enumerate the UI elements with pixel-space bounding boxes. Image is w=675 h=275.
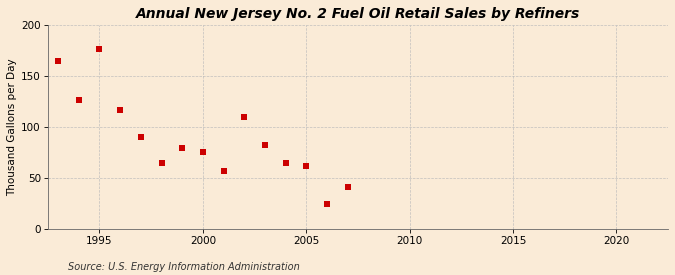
Title: Annual New Jersey No. 2 Fuel Oil Retail Sales by Refiners: Annual New Jersey No. 2 Fuel Oil Retail … xyxy=(136,7,580,21)
Point xyxy=(74,98,84,103)
Point xyxy=(115,108,126,112)
Point xyxy=(94,47,105,52)
Point xyxy=(259,143,270,148)
Point xyxy=(198,149,209,154)
Point xyxy=(321,201,332,206)
Y-axis label: Thousand Gallons per Day: Thousand Gallons per Day xyxy=(7,58,17,196)
Point xyxy=(156,161,167,165)
Point xyxy=(342,185,353,189)
Point xyxy=(280,161,291,165)
Point xyxy=(53,58,63,63)
Point xyxy=(177,146,188,151)
Text: Source: U.S. Energy Information Administration: Source: U.S. Energy Information Administ… xyxy=(68,262,299,272)
Point xyxy=(218,169,229,173)
Point xyxy=(136,135,146,139)
Point xyxy=(301,164,312,168)
Point xyxy=(239,115,250,119)
